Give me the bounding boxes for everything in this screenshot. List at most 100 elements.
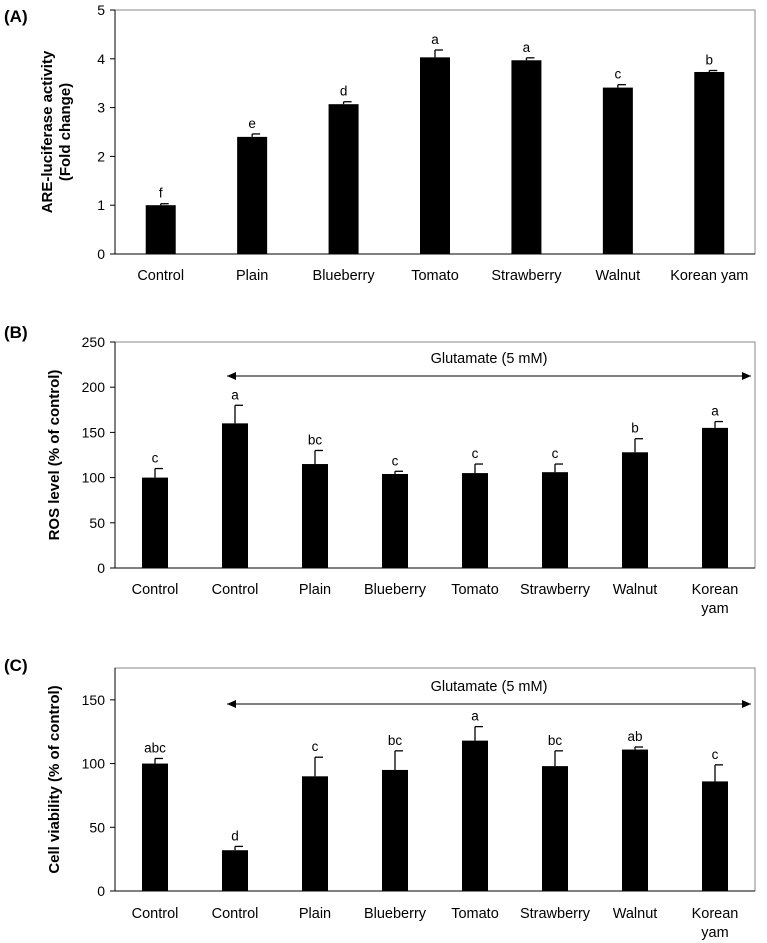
significance-letter: c xyxy=(392,453,399,468)
bar xyxy=(702,427,728,568)
bar xyxy=(222,850,248,891)
significance-letter: c xyxy=(552,446,559,461)
chart-panel-3: (C) 0 50 100 150 Cell viability (% of control… xyxy=(4,656,756,941)
plot-frame xyxy=(114,667,756,892)
significance-letter: e xyxy=(248,116,256,131)
significance-letter: d xyxy=(340,84,348,99)
bar xyxy=(462,740,488,891)
category-label: yam xyxy=(701,601,728,617)
annotation-label: Glutamate (5 mM) xyxy=(431,351,548,367)
bar xyxy=(382,473,408,568)
bar xyxy=(462,473,488,568)
y-tick-label: 3 xyxy=(97,100,105,116)
annotation-arrowhead-left xyxy=(227,700,236,708)
bar xyxy=(622,452,648,568)
bar xyxy=(542,766,568,891)
category-label: Plain xyxy=(299,582,331,598)
significance-letter: bc xyxy=(308,432,323,447)
y-tick-label: 50 xyxy=(89,819,105,835)
significance-letter: bc xyxy=(548,733,563,748)
y-tick-label: 200 xyxy=(82,379,106,395)
bar xyxy=(622,749,648,891)
y-axis-title: Cell viability (% of control) xyxy=(46,685,63,873)
category-label: Walnut xyxy=(613,582,658,598)
y-tick-label: 150 xyxy=(82,692,106,708)
annotation-label: Glutamate (5 mM) xyxy=(431,679,548,695)
bar xyxy=(142,477,168,568)
category-label: Blueberry xyxy=(313,268,376,284)
bar xyxy=(694,71,725,254)
y-axis-title-line: ARE-luciferase activity xyxy=(39,50,56,213)
significance-letter: c xyxy=(712,747,719,762)
significance-letter: c xyxy=(614,67,621,82)
category-label: Blueberry xyxy=(364,906,427,922)
y-axis-title: ROS level (% of control) xyxy=(46,370,63,541)
bar xyxy=(511,60,542,254)
bar xyxy=(542,472,568,568)
y-axis-title-line: Cell viability (% of control) xyxy=(46,685,63,873)
bar xyxy=(420,57,450,254)
y-axis-title: ARE-luciferase activity (Fold change) xyxy=(39,50,74,213)
category-label: Walnut xyxy=(613,906,658,922)
chart-panel-2: (B) 0 50 100 150 200 250 ROS level (% of contro… xyxy=(4,323,756,617)
significance-letter: f xyxy=(159,186,163,201)
y-tick-label: 0 xyxy=(97,246,105,262)
category-label: Control xyxy=(137,268,184,284)
annotation-arrowhead-right xyxy=(742,700,751,708)
y-tick-label: 1 xyxy=(97,197,105,213)
bar xyxy=(382,769,408,891)
significance-letter: a xyxy=(231,387,239,402)
category-label: Korean xyxy=(692,582,739,598)
significance-letter: a xyxy=(711,404,719,419)
category-label: Blueberry xyxy=(364,582,427,598)
significance-letter: b xyxy=(631,421,639,436)
annotation-arrowhead-left xyxy=(227,372,236,380)
significance-letter: ab xyxy=(627,729,642,744)
panel-label: (B) xyxy=(4,323,28,342)
significance-letter: d xyxy=(231,828,239,843)
bar xyxy=(702,781,728,891)
category-label: Plain xyxy=(236,268,268,284)
significance-letter: c xyxy=(312,739,319,754)
category-label: Control xyxy=(132,906,179,922)
y-tick-label: 100 xyxy=(82,470,106,486)
panel-label: (A) xyxy=(4,7,28,26)
category-label: Korean yam xyxy=(670,268,748,284)
category-label: yam xyxy=(701,925,728,941)
annotation-arrowhead-right xyxy=(742,372,751,380)
significance-letter: bc xyxy=(388,733,403,748)
bar xyxy=(302,776,328,891)
chart-panel-1: (A) 0 1 2 3 4 5 ARE-luciferase activity (Fold ch… xyxy=(4,2,756,284)
category-label: Control xyxy=(212,582,259,598)
bar xyxy=(602,87,633,254)
y-tick-label: 2 xyxy=(97,148,105,164)
significance-letter: b xyxy=(706,53,714,68)
y-axis-title-line: (Fold change) xyxy=(57,83,74,181)
y-tick-label: 4 xyxy=(97,51,105,67)
category-label: Tomato xyxy=(451,582,499,598)
bar xyxy=(145,205,176,254)
bar xyxy=(302,464,328,568)
significance-letter: a xyxy=(523,40,531,55)
bar xyxy=(222,423,248,568)
significance-letter: a xyxy=(431,32,439,47)
category-label: Korean xyxy=(692,906,739,922)
y-tick-label: 5 xyxy=(97,2,105,18)
category-label: Strawberry xyxy=(491,268,562,284)
y-tick-label: 150 xyxy=(82,424,106,440)
category-label: Control xyxy=(132,582,179,598)
y-tick-label: 250 xyxy=(82,334,106,350)
significance-letter: c xyxy=(152,451,159,466)
category-label: Tomato xyxy=(451,906,499,922)
category-label: Walnut xyxy=(596,268,641,284)
y-tick-label: 50 xyxy=(89,515,105,531)
category-label: Tomato xyxy=(411,268,459,284)
category-label: Strawberry xyxy=(520,582,591,598)
y-tick-label: 100 xyxy=(82,756,106,772)
y-tick-label: 0 xyxy=(97,883,105,899)
significance-letter: c xyxy=(472,446,479,461)
category-label: Plain xyxy=(299,906,331,922)
category-label: Control xyxy=(212,906,259,922)
bar xyxy=(142,763,168,891)
